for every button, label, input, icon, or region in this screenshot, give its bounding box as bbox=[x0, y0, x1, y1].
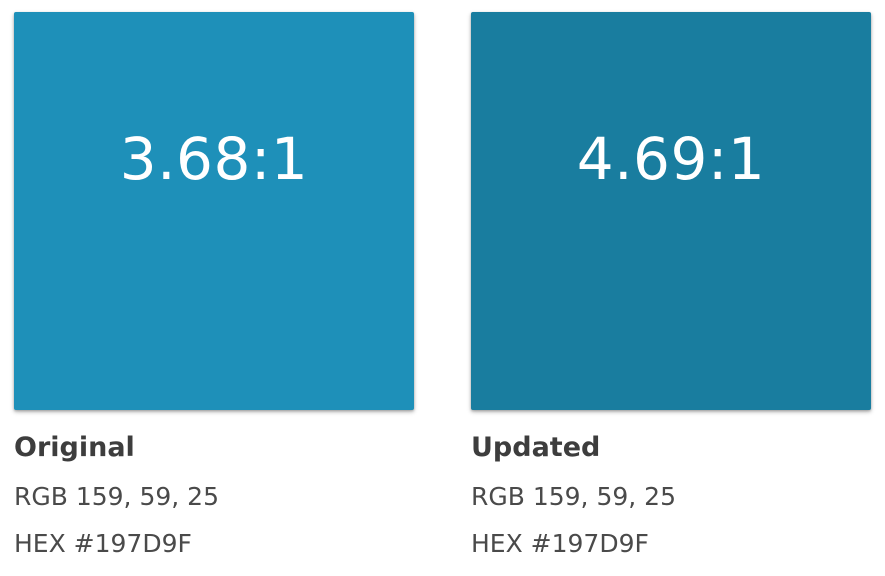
updated-title: Updated bbox=[471, 432, 601, 463]
updated-rgb-value: RGB 159, 59, 25 bbox=[471, 482, 676, 511]
original-rgb-value: RGB 159, 59, 25 bbox=[14, 482, 219, 511]
original-hex-value: HEX #197D9F bbox=[14, 529, 192, 558]
original-contrast-ratio: 3.68:1 bbox=[119, 125, 309, 193]
original-color-card: 3.68:1 Original RGB 159, 59, 25 HEX #197… bbox=[14, 12, 414, 556]
updated-color-card: 4.69:1 Updated RGB 159, 59, 25 HEX #197D… bbox=[471, 12, 871, 556]
original-color-swatch: 3.68:1 bbox=[14, 12, 414, 410]
original-title: Original bbox=[14, 432, 135, 463]
updated-hex-value: HEX #197D9F bbox=[471, 529, 649, 558]
updated-contrast-ratio: 4.69:1 bbox=[576, 125, 766, 193]
updated-color-swatch: 4.69:1 bbox=[471, 12, 871, 410]
